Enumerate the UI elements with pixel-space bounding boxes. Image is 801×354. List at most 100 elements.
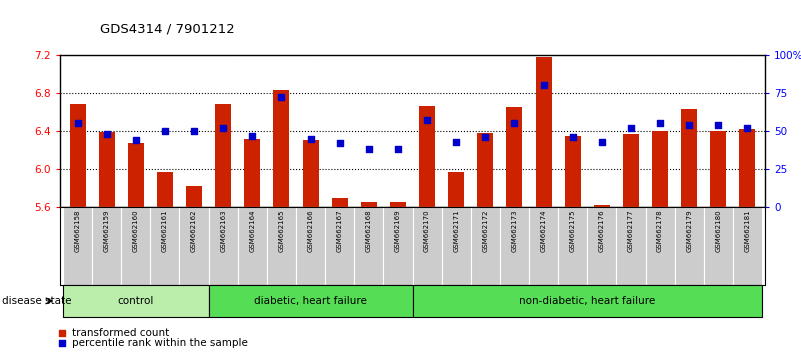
Bar xyxy=(151,207,179,285)
Point xyxy=(595,139,608,144)
Bar xyxy=(471,207,500,285)
Point xyxy=(362,147,375,152)
Text: GSM662173: GSM662173 xyxy=(512,210,517,252)
Point xyxy=(275,95,288,100)
Text: GSM662159: GSM662159 xyxy=(103,210,110,252)
Bar xyxy=(506,107,522,207)
Text: diabetic, heart failure: diabetic, heart failure xyxy=(254,296,367,306)
Point xyxy=(100,131,113,137)
Bar xyxy=(558,207,587,285)
Bar xyxy=(384,207,413,285)
Point xyxy=(71,120,84,126)
Point xyxy=(187,128,200,134)
Point xyxy=(479,134,492,140)
Bar xyxy=(208,285,413,317)
Text: GSM662175: GSM662175 xyxy=(570,210,576,252)
Point xyxy=(392,147,405,152)
Text: GSM662181: GSM662181 xyxy=(744,210,751,252)
Text: GSM662162: GSM662162 xyxy=(191,210,197,252)
Bar xyxy=(413,207,441,285)
Bar xyxy=(273,90,289,207)
Text: GSM662176: GSM662176 xyxy=(599,210,605,252)
Bar xyxy=(739,129,755,207)
Point xyxy=(682,122,695,128)
Bar xyxy=(267,207,296,285)
Bar xyxy=(157,172,173,207)
Text: GDS4314 / 7901212: GDS4314 / 7901212 xyxy=(100,22,235,35)
Text: GSM662177: GSM662177 xyxy=(628,210,634,252)
Point xyxy=(159,128,171,134)
Text: GSM662179: GSM662179 xyxy=(686,210,692,252)
Bar xyxy=(536,57,552,207)
Text: GSM662178: GSM662178 xyxy=(657,210,663,252)
Bar xyxy=(477,133,493,207)
Point xyxy=(712,122,725,128)
Text: non-diabetic, heart failure: non-diabetic, heart failure xyxy=(519,296,655,306)
Point xyxy=(130,137,143,143)
Text: GSM662158: GSM662158 xyxy=(74,210,81,252)
Text: GSM662180: GSM662180 xyxy=(715,210,722,252)
Bar xyxy=(244,139,260,207)
Bar xyxy=(63,207,92,285)
Point xyxy=(421,118,433,123)
Bar xyxy=(441,207,471,285)
Text: GSM662167: GSM662167 xyxy=(336,210,343,252)
Point xyxy=(741,125,754,131)
Text: percentile rank within the sample: percentile rank within the sample xyxy=(72,338,248,348)
Text: GSM662163: GSM662163 xyxy=(220,210,226,252)
Bar xyxy=(186,186,202,207)
Point xyxy=(537,82,550,88)
Text: GSM662168: GSM662168 xyxy=(366,210,372,252)
Bar xyxy=(303,141,319,207)
Point xyxy=(217,125,230,131)
Bar xyxy=(587,207,617,285)
Bar xyxy=(325,207,354,285)
Bar xyxy=(390,202,406,207)
Bar xyxy=(500,207,529,285)
Bar xyxy=(208,207,238,285)
Bar xyxy=(238,207,267,285)
Bar xyxy=(70,104,86,207)
Text: GSM662172: GSM662172 xyxy=(482,210,489,252)
Bar xyxy=(594,205,610,207)
Text: GSM662174: GSM662174 xyxy=(541,210,546,252)
Bar xyxy=(623,134,639,207)
Bar xyxy=(704,207,733,285)
Point xyxy=(508,120,521,126)
Text: GSM662166: GSM662166 xyxy=(308,210,313,252)
Point xyxy=(654,120,666,126)
Bar xyxy=(179,207,208,285)
Bar xyxy=(63,285,208,317)
Text: GSM662165: GSM662165 xyxy=(279,210,284,252)
Bar xyxy=(92,207,121,285)
Point xyxy=(566,134,579,140)
Bar xyxy=(617,207,646,285)
Text: control: control xyxy=(118,296,154,306)
Text: GSM662161: GSM662161 xyxy=(162,210,168,252)
Bar xyxy=(529,207,558,285)
Bar xyxy=(215,104,231,207)
Bar xyxy=(733,207,762,285)
Text: GSM662170: GSM662170 xyxy=(424,210,430,252)
Text: GSM662171: GSM662171 xyxy=(453,210,459,252)
Point xyxy=(246,133,259,138)
Bar xyxy=(121,207,151,285)
Bar xyxy=(99,132,115,207)
Bar xyxy=(681,109,697,207)
Bar xyxy=(652,131,668,207)
Bar xyxy=(674,207,704,285)
Bar xyxy=(354,207,384,285)
Text: GSM662160: GSM662160 xyxy=(133,210,139,252)
Bar xyxy=(332,198,348,207)
Bar xyxy=(413,285,762,317)
Bar xyxy=(646,207,674,285)
Bar xyxy=(128,143,144,207)
Point xyxy=(625,125,638,131)
Text: GSM662164: GSM662164 xyxy=(249,210,256,252)
Point xyxy=(333,140,346,146)
Bar xyxy=(296,207,325,285)
Point xyxy=(304,136,317,142)
Bar xyxy=(419,106,435,207)
Bar xyxy=(710,131,727,207)
Point xyxy=(56,341,69,346)
